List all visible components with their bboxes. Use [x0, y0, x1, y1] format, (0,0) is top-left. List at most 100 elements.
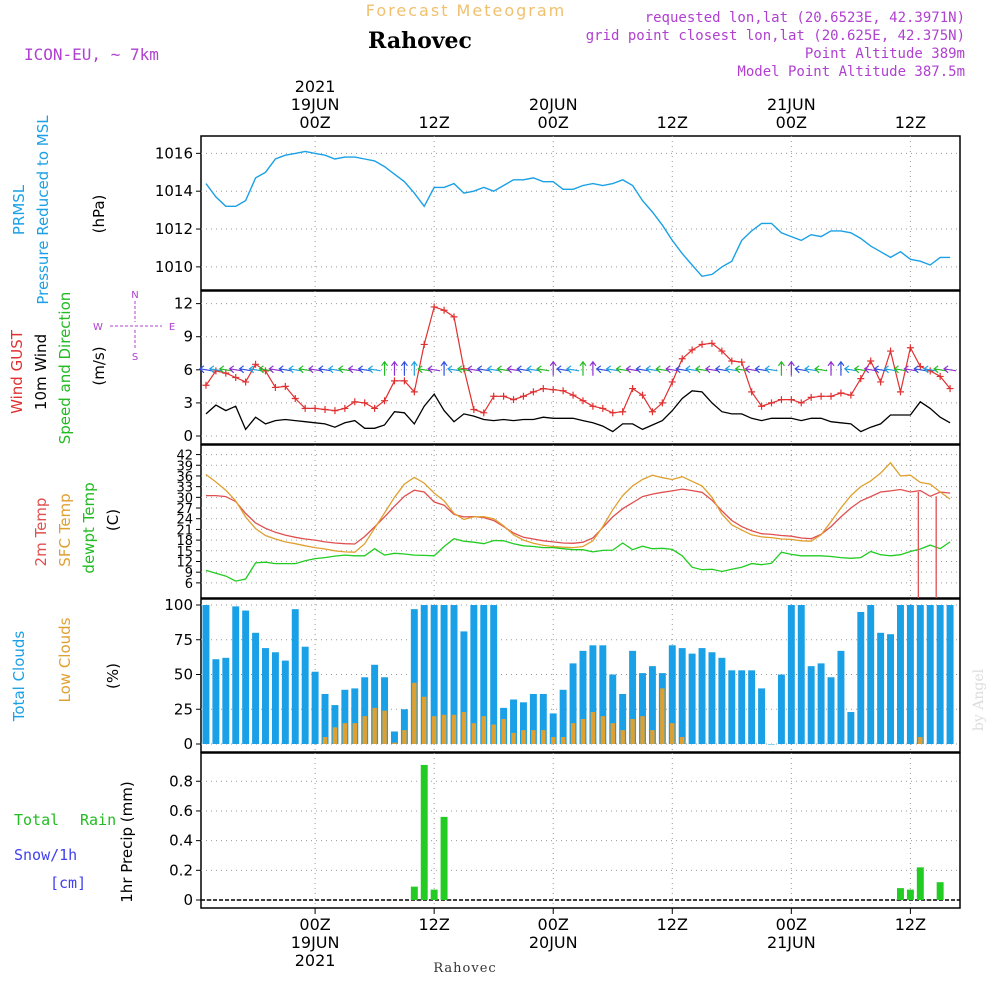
wind-gust-point-14 — [341, 404, 349, 412]
low-cloud-bar-22 — [422, 696, 427, 744]
total-cloud-bar-71 — [906, 605, 914, 744]
wind-gust-point-70 — [896, 388, 904, 396]
pressure-frame — [200, 135, 961, 291]
total-cloud-bar-16 — [361, 677, 369, 744]
wind-gust-point-74 — [936, 372, 944, 380]
wind-dir-arrow-50 — [695, 365, 709, 374]
total-cloud-bar-33 — [529, 693, 537, 744]
wind-dir-arrow-33 — [526, 365, 540, 374]
wind-gust-point-24 — [440, 306, 448, 314]
wind-gust-point-32 — [519, 392, 527, 400]
wind-dir-arrow-38 — [579, 360, 587, 376]
clouds-ytick-label-0: 0 — [183, 735, 193, 753]
wind-dir-arrow-10 — [298, 365, 312, 374]
total-cloud-bar-58 — [777, 674, 785, 744]
compass-w: W — [93, 322, 103, 333]
pressure-ytick-label-2: 1014 — [155, 182, 193, 200]
bottom-tick-year-0: 2021 — [295, 951, 336, 970]
rain-bar-3 — [440, 816, 448, 900]
wind-gust-point-8 — [281, 382, 289, 390]
total-cloud-bar-3 — [232, 606, 240, 744]
wind-gust-point-10 — [301, 404, 309, 412]
precip-ytick-label-1: 0.2 — [169, 861, 193, 879]
temp-ytick-label-7: 27 — [176, 502, 193, 517]
top-tick-date-2: 20JUN — [529, 95, 578, 114]
wind-gust-point-55 — [748, 388, 756, 396]
wind-dir-arrow-44 — [635, 365, 649, 374]
precip-panel: 0 0.2 0.4 0.6 0.8 — [169, 752, 961, 909]
low-cloud-bar-20 — [402, 730, 407, 744]
wind-gust-point-22 — [420, 340, 428, 348]
bottom-tick-label-1: 12Z — [418, 915, 449, 934]
wind-gust-point-57 — [767, 399, 775, 407]
wind-dir-arrow-9 — [288, 365, 302, 374]
low-cloud-bar-17 — [372, 707, 377, 744]
total-cloud-bar-11 — [311, 671, 319, 744]
wind-ytick-label-1: 3 — [183, 394, 193, 412]
rain-bar-1 — [420, 764, 428, 900]
low-cloud-bar-28 — [481, 716, 486, 744]
wind-dir-arrow-29 — [486, 365, 500, 374]
wind-gust-point-50 — [698, 340, 706, 348]
wind-dir-arrow-60 — [794, 365, 808, 374]
wind-dir-arrow-73 — [923, 365, 937, 374]
wind-gust-point-16 — [361, 399, 369, 407]
wind-gust-point-67 — [867, 357, 875, 365]
rain-bar-7 — [936, 882, 944, 900]
wind-dir-arrow-22 — [417, 365, 431, 374]
wind-dir-arrow-34 — [536, 365, 550, 374]
total-cloud-bar-6 — [262, 648, 269, 744]
wind-label-unit: (m/s) — [90, 346, 108, 385]
clouds-label-total: Total Clouds — [10, 631, 28, 723]
wind-ytick-label-2: 6 — [183, 361, 193, 379]
wind-dir-arrow-70 — [893, 365, 907, 374]
wind-gust-point-12 — [321, 406, 329, 414]
wind-gust-point-30 — [500, 392, 508, 400]
wind-gust-point-13 — [331, 407, 339, 415]
wind-gust-point-39 — [589, 402, 597, 410]
top-tick-label-0: 00Z — [299, 113, 330, 132]
temp-label-2m: 2m Temp — [32, 498, 50, 567]
wind-gust-point-60 — [797, 399, 805, 407]
total-cloud-bar-69 — [887, 634, 895, 744]
precip-side-snow: Snow/1h — [14, 846, 77, 864]
low-cloud-bar-31 — [511, 732, 516, 744]
wind-ytick-label-4: 12 — [174, 295, 193, 313]
low-cloud-bar-18 — [382, 710, 387, 744]
wind-dir-arrow-37 — [566, 365, 580, 374]
low-cloud-bar-13 — [332, 727, 338, 744]
total-cloud-bar-61 — [807, 666, 815, 744]
total-cloud-bar-70 — [896, 605, 904, 744]
wind-gust-point-37 — [569, 391, 577, 399]
rain-bar-5 — [906, 889, 914, 900]
bottom-tick-date-4: 21JUN — [767, 933, 816, 952]
wind-gust-point-11 — [311, 404, 319, 412]
wind-gust-point-27 — [470, 406, 478, 414]
total-cloud-bar-19 — [390, 731, 398, 744]
info-model-altitude: Model Point Altitude 387.5m — [737, 64, 965, 80]
top-tick-year-0: 2021 — [295, 77, 336, 96]
temp-sfc-line — [205, 461, 951, 553]
wind-dir-arrow-69 — [883, 365, 897, 374]
wind-dir-arrow-61 — [804, 365, 818, 374]
wind-gust-point-49 — [688, 346, 696, 354]
wind-dir-arrow-20 — [400, 360, 408, 376]
info-point-altitude: Point Altitude 389m — [805, 46, 965, 62]
precip-ytick-label-3: 0.6 — [169, 802, 193, 820]
wind-gust-point-61 — [807, 393, 815, 401]
wind-label-gust: Wind GUST — [8, 329, 26, 414]
low-cloud-bar-39 — [590, 712, 596, 744]
wind-ytick-label-0: 0 — [183, 427, 193, 445]
total-cloud-bar-15 — [351, 688, 359, 744]
rain-bar-4 — [896, 888, 904, 900]
precip-ytick-label-0: 0 — [183, 891, 193, 909]
wind-dir-arrow-64 — [837, 360, 845, 376]
wind-gust-point-66 — [857, 375, 865, 383]
top-tick-label-3: 12Z — [657, 113, 688, 132]
temp-ytick-label-8: 30 — [176, 491, 193, 506]
temp-label-dewpt: dewpt Temp — [80, 482, 98, 573]
wind-gust-point-69 — [887, 347, 895, 355]
wind-gust-point-21 — [410, 388, 418, 396]
